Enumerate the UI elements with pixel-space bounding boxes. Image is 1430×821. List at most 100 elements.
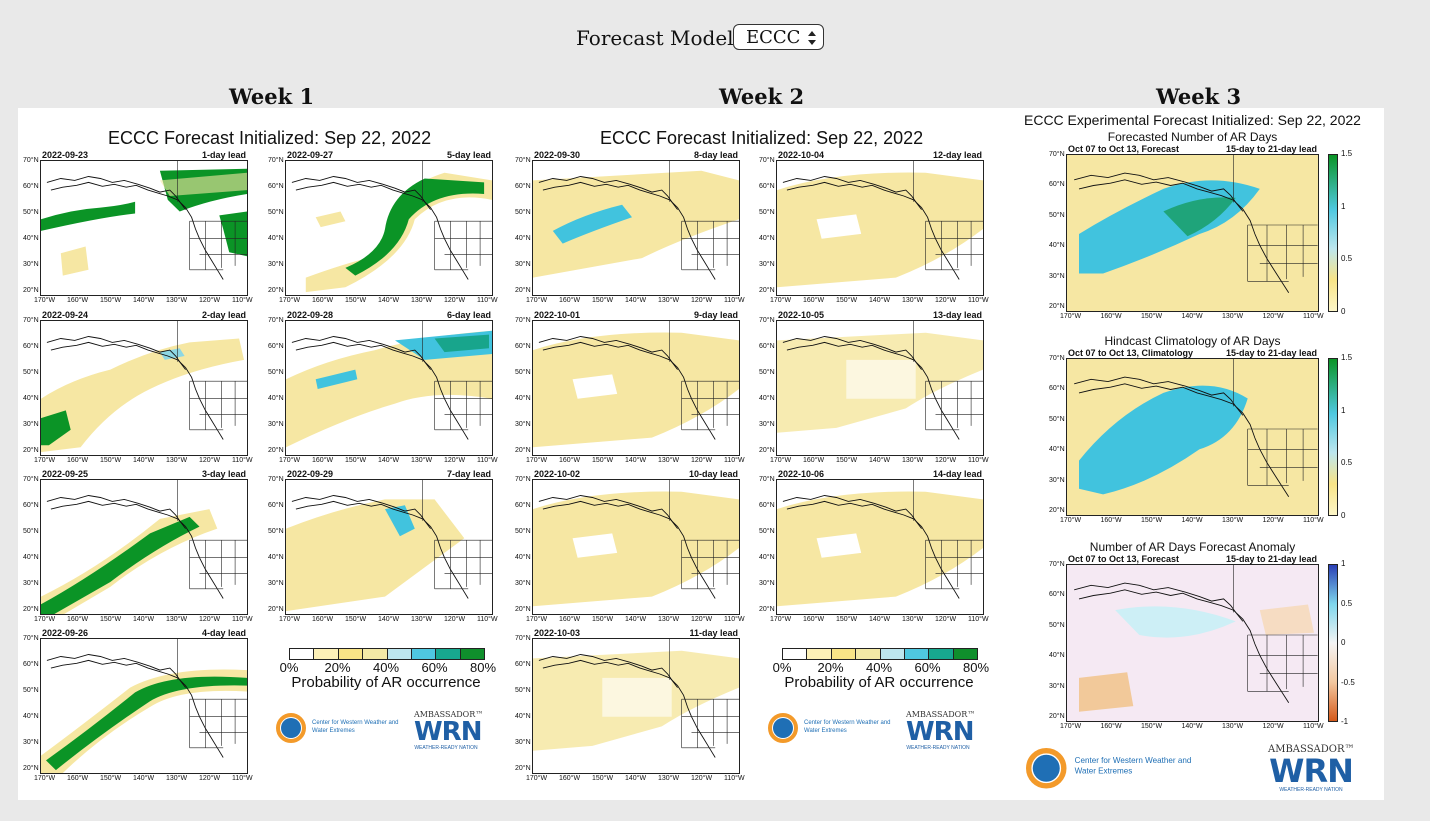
lon-label: 130°W — [166, 775, 188, 782]
lon-label: 130°W — [411, 457, 433, 464]
lat-label: 40°N — [268, 554, 284, 561]
lon-label: 110°W — [724, 616, 745, 623]
lon-label: 170°W — [770, 457, 792, 464]
lon-label: 110°W — [477, 297, 498, 304]
lat-label: 40°N — [23, 713, 39, 720]
lat-label: 40°N — [759, 554, 775, 561]
map-lead-label: 8-day lead — [693, 150, 738, 160]
lon-label: 150°W — [592, 457, 614, 464]
colorbar-tick: 0.5 — [1341, 458, 1353, 468]
lon-label: 170°W — [279, 457, 301, 464]
select-arrows-icon — [808, 31, 816, 45]
map-lead-label: 5-day lead — [446, 150, 491, 160]
map-lead-label: 15-day to 21-day lead — [1225, 144, 1317, 154]
legend-tick: 20% — [817, 660, 844, 675]
week-2-map-4 — [532, 479, 740, 615]
lat-label: 70°N — [759, 476, 775, 483]
lat-label: 30°N — [1049, 476, 1065, 484]
lat-label: 30°N — [1049, 682, 1065, 690]
lon-label: 150°W — [592, 616, 614, 623]
legend-swatch — [807, 649, 832, 659]
lon-label: 120°W — [691, 297, 713, 304]
lat-label: 70°N — [515, 635, 531, 642]
map-graphic — [1067, 565, 1318, 721]
lat-label: 40°N — [515, 554, 531, 561]
lat-label: 50°N — [23, 528, 39, 535]
lat-label: 30°N — [515, 739, 531, 746]
lat-label: 50°N — [268, 528, 284, 535]
lon-label: 150°W — [836, 457, 858, 464]
colorbar-tick: 0.5 — [1341, 598, 1353, 608]
lat-label: 30°N — [515, 580, 531, 587]
map-graphic — [41, 480, 247, 614]
week-1-legend: 0% 20% 40% 60% 80% Probability of AR occurre… — [280, 648, 496, 691]
lon-label: 160°W — [559, 775, 581, 782]
lon-label: 120°W — [1262, 313, 1284, 320]
lat-label: 30°N — [23, 421, 39, 428]
lon-label: 110°W — [1303, 723, 1324, 730]
legend-tick: 80% — [962, 660, 990, 675]
lon-label: 130°W — [166, 457, 188, 464]
lon-label: 150°W — [592, 297, 614, 304]
lat-label: 70°N — [23, 157, 39, 164]
lat-label: 40°N — [515, 235, 531, 242]
lon-label: 150°W — [100, 297, 122, 304]
lon-label: 160°W — [312, 616, 334, 623]
lat-label: 20°N — [515, 606, 531, 613]
lat-label: 50°N — [23, 687, 39, 694]
legend-tick: 20% — [324, 660, 351, 675]
lat-label: 60°N — [23, 661, 39, 668]
map-lead-label: 15-day to 21-day lead — [1225, 554, 1317, 564]
lon-label: 140°W — [869, 457, 891, 464]
week-1-map-1 — [285, 160, 493, 296]
lon-label: 170°W — [770, 616, 792, 623]
lat-label: 20°N — [759, 447, 775, 454]
lon-label: 120°W — [199, 297, 221, 304]
map-date-label: Oct 07 to Oct 13, Climatology — [1068, 348, 1194, 358]
map-graphic — [286, 480, 492, 612]
colorbar-tick: 0 — [1341, 511, 1346, 520]
lon-label: 170°W — [770, 297, 792, 304]
lat-label: 30°N — [268, 261, 284, 268]
lon-label: 130°W — [902, 616, 924, 623]
lon-label: 130°W — [411, 297, 433, 304]
week-3-map-0 — [1066, 154, 1319, 312]
legend-ticks: 0% 20% 40% 60% 80% — [280, 660, 496, 675]
map-lead-label: 6-day lead — [446, 310, 491, 320]
colorbar-tick: -1 — [1341, 717, 1349, 726]
lon-label: 110°W — [724, 457, 745, 464]
lat-label: 20°N — [23, 765, 39, 772]
lat-label: 60°N — [23, 183, 39, 190]
legend-colorbar — [782, 648, 978, 660]
map-date-label: 2022-09-26 — [42, 628, 89, 638]
week-2-title: Week 2 — [719, 84, 805, 109]
legend-tick: 60% — [421, 660, 448, 675]
map-graphic — [777, 480, 983, 607]
lat-label: 50°N — [1049, 621, 1065, 629]
legend-swatch — [856, 649, 881, 659]
lat-label: 70°N — [759, 157, 775, 164]
week-3-title: Week 3 — [1156, 84, 1242, 109]
lon-label: 130°W — [658, 457, 680, 464]
lon-label: 150°W — [592, 775, 614, 782]
lat-label: 60°N — [268, 502, 284, 509]
legend-swatch — [338, 649, 364, 659]
lon-label: 130°W — [658, 616, 680, 623]
week-3-subtitle: Hindcast Climatology of AR Days — [1104, 334, 1281, 348]
map-graphic — [533, 321, 739, 448]
lon-label: 120°W — [935, 616, 957, 623]
forecast-model-select[interactable]: ECCC — [733, 24, 824, 50]
lat-label: 20°N — [515, 447, 531, 454]
map-graphic — [41, 321, 247, 453]
lon-label: 110°W — [1303, 313, 1324, 320]
lon-label: 110°W — [724, 297, 745, 304]
lat-label: 50°N — [23, 209, 39, 216]
colorbar-tick: 0 — [1341, 638, 1346, 647]
week-1-title: Week 1 — [229, 84, 315, 109]
map-lead-label: 1-day lead — [201, 150, 246, 160]
lon-label: 110°W — [968, 297, 989, 304]
map-graphic — [533, 161, 739, 280]
legend-swatch — [411, 649, 437, 659]
legend-swatch — [363, 649, 388, 659]
lon-label: 120°W — [199, 775, 221, 782]
